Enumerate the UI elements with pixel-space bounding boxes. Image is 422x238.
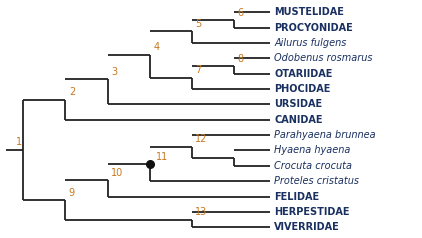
Text: 11: 11 xyxy=(156,152,168,162)
Text: 2: 2 xyxy=(69,87,75,97)
Text: 13: 13 xyxy=(195,207,208,217)
Text: VIVERRIDAE: VIVERRIDAE xyxy=(274,222,340,232)
Text: 10: 10 xyxy=(111,168,123,178)
Text: HERPESTIDAE: HERPESTIDAE xyxy=(274,207,350,217)
Text: 9: 9 xyxy=(69,188,75,198)
Text: 5: 5 xyxy=(195,19,202,29)
Text: 1: 1 xyxy=(16,137,22,147)
Text: OTARIIDAE: OTARIIDAE xyxy=(274,69,333,79)
Text: Parahyaena brunnea: Parahyaena brunnea xyxy=(274,130,376,140)
Text: CANIDAE: CANIDAE xyxy=(274,115,323,125)
Text: Hyaena hyaena: Hyaena hyaena xyxy=(274,145,351,155)
Text: 8: 8 xyxy=(238,54,244,64)
Text: 4: 4 xyxy=(153,42,160,52)
Text: MUSTELIDAE: MUSTELIDAE xyxy=(274,7,344,17)
Text: Ailurus fulgens: Ailurus fulgens xyxy=(274,38,347,48)
Text: PHOCIDAE: PHOCIDAE xyxy=(274,84,331,94)
Text: 3: 3 xyxy=(111,67,117,77)
Text: URSIDAE: URSIDAE xyxy=(274,99,322,109)
Text: Proteles cristatus: Proteles cristatus xyxy=(274,176,359,186)
Text: FELIDAE: FELIDAE xyxy=(274,192,319,202)
Text: Crocuta crocuta: Crocuta crocuta xyxy=(274,161,352,171)
Text: PROCYONIDAE: PROCYONIDAE xyxy=(274,23,353,33)
Text: 6: 6 xyxy=(238,8,244,18)
Text: Odobenus rosmarus: Odobenus rosmarus xyxy=(274,53,373,63)
Text: 12: 12 xyxy=(195,134,208,144)
Text: 7: 7 xyxy=(195,65,202,75)
